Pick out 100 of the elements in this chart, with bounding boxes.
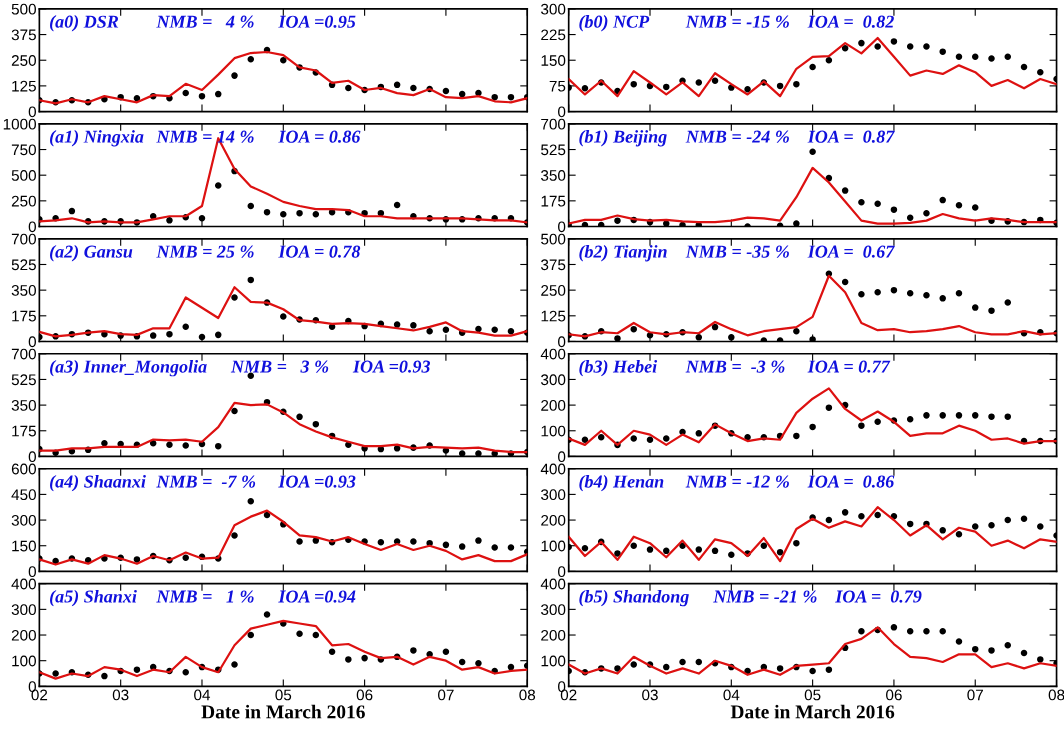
x-tick-label: 07: [438, 689, 454, 701]
annotation: IOA = 0.82: [807, 15, 894, 28]
annotation: NMB = -15 %: [685, 15, 789, 28]
y-tick-label: 150: [541, 55, 566, 66]
annotation: NMB = 14 %: [156, 130, 254, 143]
chart-title: (a5) Shanxi: [50, 589, 137, 607]
y-tick-label: 100: [541, 655, 566, 667]
y-tick-label: 200: [541, 514, 566, 526]
chart-title: (a0) DSR: [50, 15, 119, 32]
y-tick-label: 525: [541, 144, 566, 156]
y-tick-label: 300: [11, 514, 36, 526]
annotation: IOA = 0.79: [835, 590, 922, 603]
annotation: IOA =0.93: [278, 475, 356, 488]
chart-title: (a3) Inner_Mongolia: [50, 359, 207, 377]
y-tick-label: 350: [11, 399, 36, 411]
y-tick-label: 100: [541, 425, 566, 437]
y-tick-label: 100: [12, 655, 36, 667]
y-tick-label: 700: [541, 118, 566, 130]
x-tick-label: 03: [642, 689, 658, 701]
y-tick-label: 500: [541, 233, 566, 245]
y-tick-label: 1000: [3, 118, 36, 130]
chart-title: (b2) Tianjin: [579, 245, 667, 262]
annotation: IOA = 0.86: [278, 130, 361, 143]
y-tick-label: 0: [28, 336, 36, 348]
annotation: IOA = 0.67: [807, 245, 895, 258]
y-tick-label: 0: [558, 566, 566, 578]
chart-title: (a2) Gansu: [50, 245, 133, 262]
y-tick-label: 300: [541, 374, 566, 386]
y-tick-label: 500: [11, 170, 36, 181]
y-tick-label: 250: [11, 195, 36, 207]
y-tick-label: 700: [11, 348, 36, 360]
annotation: IOA =0.94: [278, 590, 356, 603]
y-tick-label: 125: [12, 80, 36, 92]
y-tick-label: 400: [11, 578, 36, 590]
y-tick-label: 75: [549, 80, 566, 92]
x-tick-label: 04: [194, 689, 211, 701]
annotation: NMB = -24 %: [685, 130, 789, 143]
y-tick-label: 400: [540, 578, 566, 590]
annotation: IOA = 0.77: [807, 360, 891, 373]
annotation: IOA = 0.86: [807, 475, 895, 488]
y-tick-label: 0: [28, 451, 36, 463]
annotation: IOA =0.95: [278, 15, 356, 28]
y-tick-label: 300: [541, 604, 566, 616]
x-axis-title: Date in March 2016: [201, 704, 365, 719]
annotation: NMB = 4 %: [156, 15, 254, 28]
y-tick-label: 400: [540, 348, 566, 360]
y-tick-label: 175: [12, 310, 36, 322]
y-tick-label: 750: [11, 144, 36, 156]
y-tick-label: 200: [541, 399, 566, 411]
chart-title: (a1) Ningxia: [50, 130, 144, 147]
y-tick-label: 400: [540, 463, 566, 475]
y-tick-label: 0: [28, 221, 36, 233]
x-tick-label: 08: [1048, 689, 1064, 701]
x-tick-label: 08: [519, 689, 536, 701]
y-tick-label: 0: [28, 106, 36, 118]
annotation: NMB = -7 %: [156, 475, 256, 488]
y-tick-label: 0: [28, 566, 36, 578]
y-tick-label: 450: [11, 489, 36, 501]
y-tick-label: 150: [12, 540, 36, 552]
y-tick-label: 0: [558, 451, 566, 463]
y-tick-label: 525: [11, 259, 36, 271]
annotation: IOA = 0.87: [807, 130, 895, 143]
y-tick-label: 375: [11, 29, 36, 41]
y-tick-label: 250: [11, 55, 36, 66]
y-tick-label: 200: [541, 629, 566, 641]
y-tick-label: 300: [541, 3, 566, 15]
y-tick-label: 100: [541, 540, 566, 552]
x-tick-label: 06: [356, 689, 373, 701]
y-tick-label: 375: [541, 259, 566, 271]
y-tick-label: 175: [12, 425, 36, 437]
chart-title: (b3) Hebei: [579, 359, 658, 377]
annotation: NMB = -3 %: [685, 360, 785, 373]
y-tick-label: 300: [541, 489, 566, 501]
y-tick-label: 225: [541, 29, 566, 41]
x-tick-label: 05: [275, 689, 292, 701]
chart-title: (a4) Shaanxi: [50, 474, 146, 492]
x-tick-label: 04: [723, 689, 740, 701]
chart-title: (b1) Beijing: [579, 130, 667, 147]
annotation: NMB = -35 %: [685, 245, 789, 258]
y-tick-label: 525: [11, 374, 36, 386]
y-tick-label: 500: [11, 3, 36, 15]
x-tick-label: 03: [112, 689, 129, 701]
x-tick-label: 06: [886, 689, 902, 701]
y-tick-label: 125: [541, 310, 566, 322]
annotation: NMB = -21 %: [713, 590, 817, 603]
x-tick-label: 07: [967, 689, 983, 701]
annotation: IOA =0.93: [352, 360, 431, 373]
annotation: IOA = 0.78: [278, 245, 361, 258]
annotation: NMB = 1 %: [156, 590, 254, 603]
chart-title: (b0) NCP: [579, 15, 650, 32]
annotation: NMB = 3 %: [230, 360, 329, 373]
y-tick-label: 350: [541, 170, 566, 181]
annotation: NMB = -12 %: [685, 475, 789, 488]
x-tick-label: 05: [804, 689, 821, 701]
x-axis-title: Date in March 2016: [730, 704, 895, 719]
annotation: NMB = 25 %: [156, 245, 254, 258]
y-tick-label: 175: [541, 195, 566, 207]
y-tick-label: 0: [558, 106, 566, 118]
y-tick-label: 200: [11, 629, 36, 641]
y-tick-label: 700: [11, 233, 36, 245]
